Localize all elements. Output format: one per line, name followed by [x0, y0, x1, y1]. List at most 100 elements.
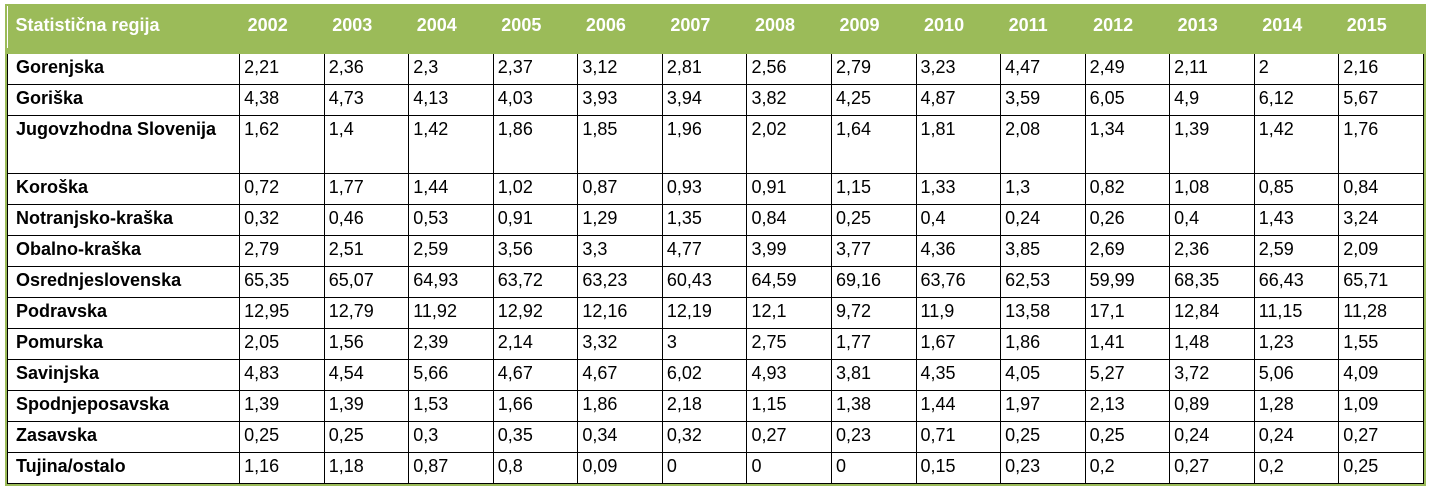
value-cell: 0,87	[577, 173, 663, 205]
value-cell: 69,16	[830, 266, 917, 298]
value-cell: 2,18	[661, 390, 748, 422]
value-cell: 13,58	[1000, 297, 1086, 329]
value-cell: 63,23	[577, 266, 663, 298]
value-cell: 3,93	[577, 84, 663, 116]
value-cell: 12,16	[577, 297, 663, 329]
value-cell: 3,81	[830, 359, 917, 391]
value-cell: 3,82	[746, 84, 832, 116]
region-name-cell: Pomurska	[6, 328, 241, 360]
value-cell: 1,16	[239, 452, 325, 484]
value-cell: 63,76	[915, 266, 1002, 298]
value-cell: 4,9	[1169, 84, 1255, 116]
value-cell: 1,42	[408, 115, 494, 174]
table-row: Spodnjeposavska 1,39 1,39 1,53 1,66 1,86 2,18 1…	[6, 390, 1424, 422]
value-cell: 11,9	[915, 297, 1002, 329]
value-cell: 1,29	[577, 204, 663, 236]
value-cell: 0	[830, 452, 917, 484]
value-cell: 1,77	[830, 328, 917, 360]
value-cell: 2,51	[323, 235, 410, 267]
value-cell: 0	[661, 452, 748, 484]
value-cell: 4,77	[661, 235, 748, 267]
table-row: Podravska 12,95 12,79 11,92 12,92 12,16 12,19 1…	[6, 297, 1424, 329]
value-cell: 0,2	[1084, 452, 1171, 484]
value-cell: 2,79	[239, 235, 325, 267]
value-cell: 2,36	[1169, 235, 1255, 267]
value-cell: 2,14	[492, 328, 579, 360]
value-cell: 1,55	[1338, 328, 1424, 360]
value-cell: 1,42	[1253, 115, 1340, 174]
value-cell: 4,38	[239, 84, 325, 116]
column-header-year: 2004	[408, 6, 494, 54]
value-cell: 65,35	[239, 266, 325, 298]
value-cell: 4,09	[1338, 359, 1424, 391]
value-cell: 0,84	[1338, 173, 1424, 205]
value-cell: 1,02	[492, 173, 579, 205]
value-cell: 4,54	[323, 359, 410, 391]
value-cell: 4,73	[323, 84, 410, 116]
value-cell: 64,59	[746, 266, 832, 298]
value-cell: 1,96	[661, 115, 748, 174]
value-cell: 3,3	[577, 235, 663, 267]
column-header-year: 2013	[1169, 6, 1255, 54]
value-cell: 2,59	[408, 235, 494, 267]
value-cell: 1,09	[1338, 390, 1424, 422]
value-cell: 60,43	[661, 266, 748, 298]
region-name-cell: Podravska	[6, 297, 241, 329]
value-cell: 3,59	[1000, 84, 1086, 116]
value-cell: 1,97	[1000, 390, 1086, 422]
value-cell: 1,38	[830, 390, 917, 422]
value-cell: 6,05	[1084, 84, 1171, 116]
value-cell: 2,79	[830, 50, 917, 85]
value-cell: 68,35	[1169, 266, 1255, 298]
value-cell: 1,44	[408, 173, 494, 205]
value-cell: 5,06	[1253, 359, 1340, 391]
value-cell: 1,15	[746, 390, 832, 422]
table-row: Osrednjeslovenska 65,35 65,07 64,93 63,72 63,…	[6, 266, 1424, 298]
value-cell: 0	[746, 452, 832, 484]
value-cell: 0,89	[1169, 390, 1255, 422]
table-header-row: Statistična regija 2002 2003 2004 2005 2006 20…	[7, 6, 1424, 54]
value-cell: 0,25	[830, 204, 917, 236]
value-cell: 11,28	[1338, 297, 1424, 329]
value-cell: 4,13	[408, 84, 494, 116]
value-cell: 12,19	[661, 297, 748, 329]
value-cell: 2,81	[661, 50, 748, 85]
region-name-cell: Gorenjska	[6, 50, 241, 85]
value-cell: 0,32	[661, 421, 748, 453]
value-cell: 1,35	[661, 204, 748, 236]
value-cell: 1,48	[1169, 328, 1255, 360]
value-cell: 0,84	[746, 204, 832, 236]
value-cell: 1,08	[1169, 173, 1255, 205]
region-name-cell: Spodnjeposavska	[6, 390, 241, 422]
table-row: Savinjska 4,83 4,54 5,66 4,67 4,67 6,02 4,93 3,8…	[6, 359, 1424, 391]
value-cell: 1,23	[1253, 328, 1340, 360]
table-row: Jugovzhodna Slovenija 1,62 1,4 1,42 1,86 1,85…	[6, 115, 1424, 174]
value-cell: 3,94	[661, 84, 748, 116]
value-cell: 12,84	[1169, 297, 1255, 329]
value-cell: 0,26	[1084, 204, 1171, 236]
value-cell: 3,72	[1169, 359, 1255, 391]
value-cell: 2,21	[239, 50, 325, 85]
value-cell: 12,92	[492, 297, 579, 329]
value-cell: 0,91	[492, 204, 579, 236]
value-cell: 0,72	[239, 173, 325, 205]
value-cell: 1,66	[492, 390, 579, 422]
value-cell: 1,67	[915, 328, 1002, 360]
column-header-year: 2008	[746, 6, 832, 54]
value-cell: 6,12	[1253, 84, 1340, 116]
column-header-year: 2005	[493, 6, 578, 54]
value-cell: 0,93	[661, 173, 748, 205]
value-cell: 1,4	[323, 115, 410, 174]
value-cell: 1,3	[1000, 173, 1086, 205]
value-cell: 63,72	[492, 266, 579, 298]
value-cell: 1,64	[830, 115, 917, 174]
value-cell: 1,76	[1338, 115, 1424, 174]
value-cell: 5,67	[1338, 84, 1424, 116]
value-cell: 2,16	[1338, 50, 1424, 85]
value-cell: 0,87	[408, 452, 494, 484]
column-header-year: 2009	[831, 6, 917, 54]
value-cell: 0,91	[746, 173, 832, 205]
value-cell: 0,25	[239, 421, 325, 453]
value-cell: 0,46	[323, 204, 410, 236]
table-row: Koroška 0,72 1,77 1,44 1,02 0,87 0,93 0,91 1,15 1…	[6, 173, 1424, 205]
